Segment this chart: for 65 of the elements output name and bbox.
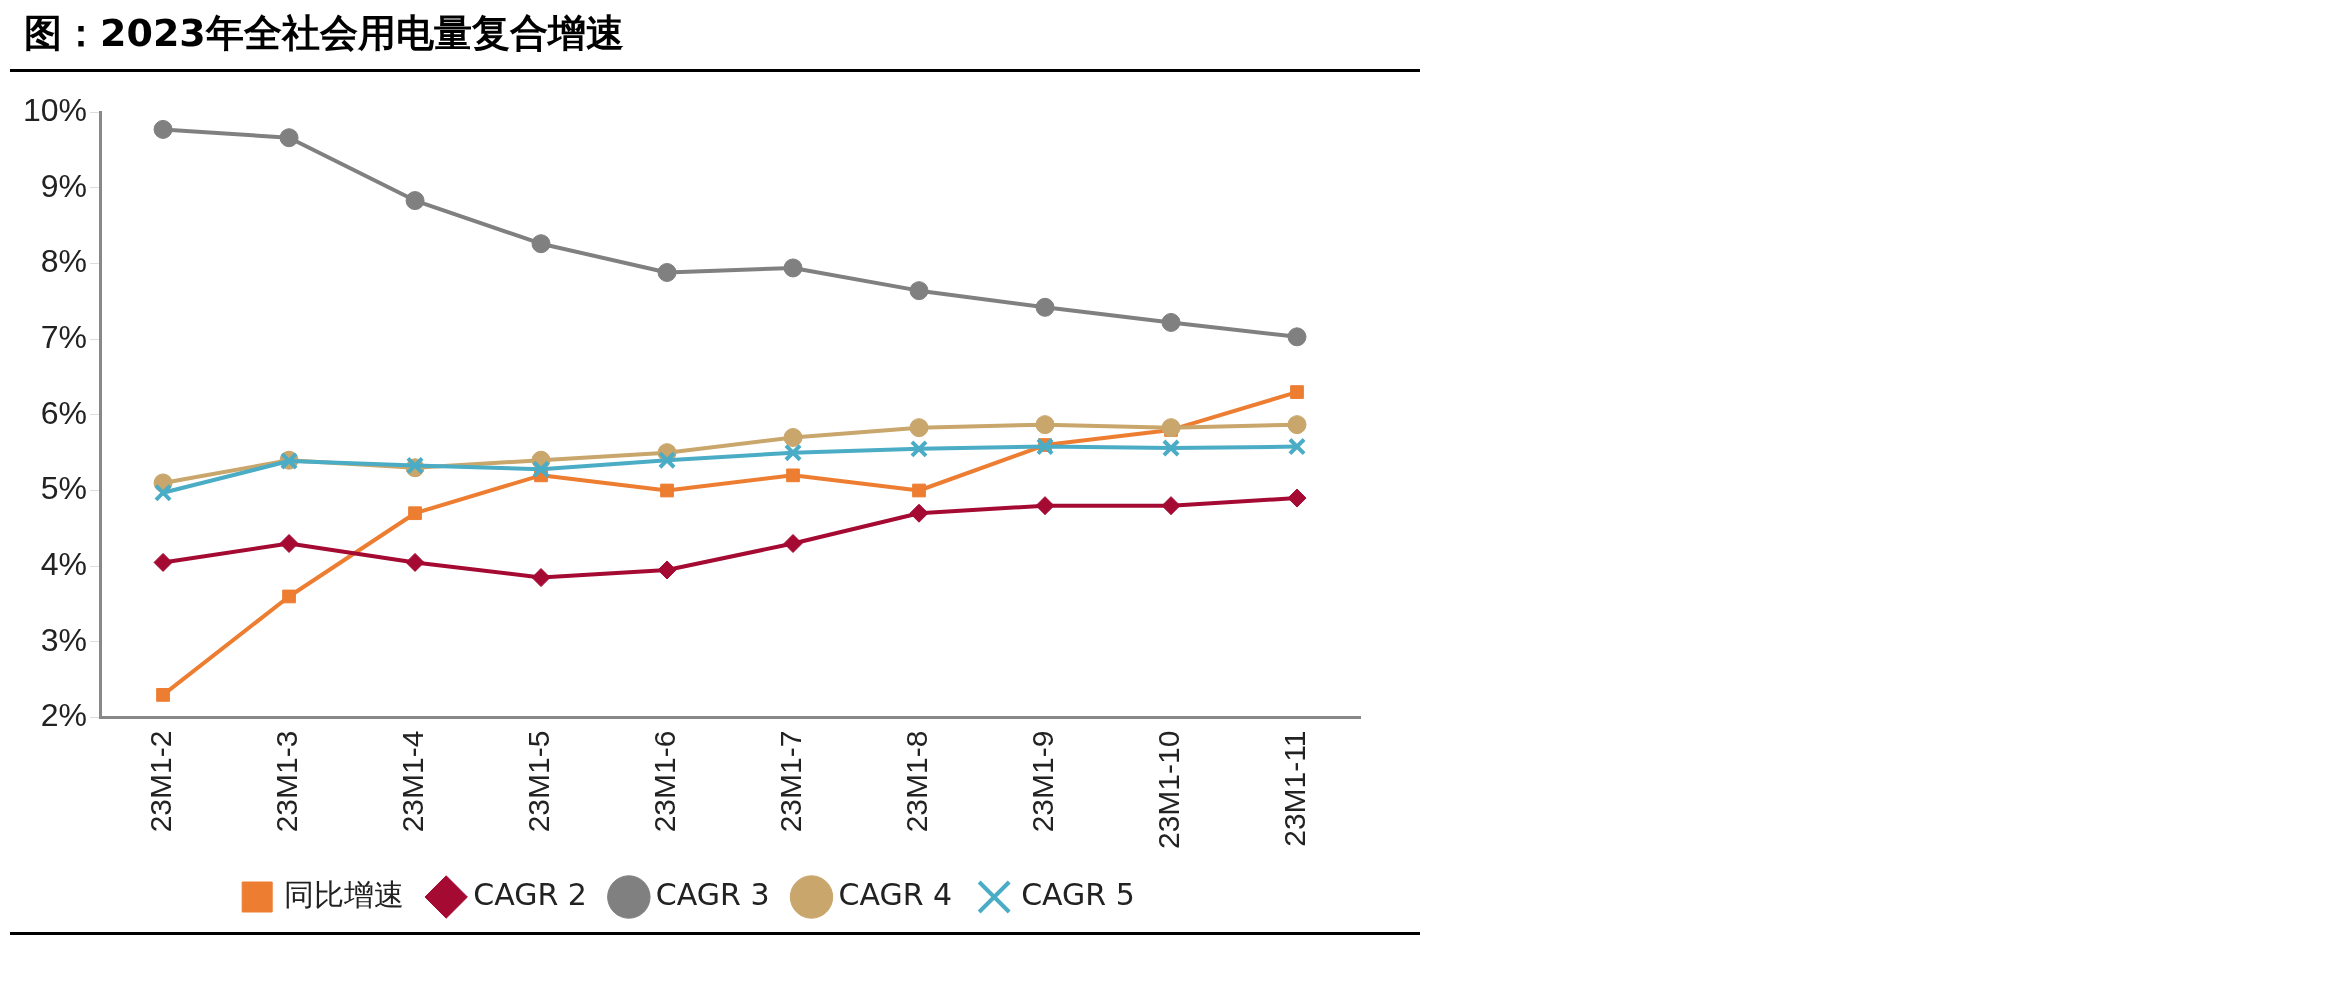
point [1287,488,1307,508]
point [783,258,803,278]
chart-title: 图：2023年全社会用电量复合增速 [10,0,1420,72]
point [657,262,677,282]
legend-label: CAGR 4 [838,876,953,912]
point [405,191,425,211]
point [657,451,677,470]
x-tick-label: 23M1-2 [144,730,178,833]
point [405,552,425,572]
point [783,428,803,448]
point [909,503,929,523]
x-tick-label: 23M1-3 [270,730,304,833]
point [153,119,173,139]
y-tick-label: 7% [40,318,88,355]
point [783,533,803,553]
point [786,468,800,483]
point [783,443,803,462]
y-tick-label: 10% [23,91,88,128]
y-tick-label: 3% [40,621,88,658]
point [408,506,422,521]
x-tick-label: 23M1-9 [1026,730,1060,833]
point [531,234,551,254]
point [156,688,170,702]
legend-label: CAGR 2 [473,876,587,912]
point [1035,415,1055,435]
point [531,460,551,479]
y-tick-label: 6% [40,394,88,431]
point [153,483,173,502]
x-tick-label: 23M1-6 [648,730,682,833]
point [912,483,926,498]
point [1035,496,1055,516]
point [531,568,551,588]
legend-label: CAGR 5 [1021,876,1135,912]
point [909,281,929,301]
point [1287,415,1307,435]
point [153,552,173,572]
x-tick-label: 23M1-7 [774,730,808,833]
x-tick-label: 23M1-5 [522,730,556,833]
x-tick-label: 23M1-8 [900,730,934,833]
point [1035,437,1055,456]
y-tick-label: 4% [40,546,88,583]
x-tick-label: 23M1-10 [1152,730,1186,849]
point [1035,297,1055,317]
y-tick-label: 5% [40,470,88,507]
point [1287,437,1307,456]
point [1161,418,1181,438]
legend-label: CAGR 3 [655,876,770,912]
y-tick-label: 9% [40,167,88,204]
point [1161,439,1181,458]
point [1161,312,1181,332]
point [279,533,299,553]
y-tick-label: 8% [40,243,88,280]
point [282,589,296,604]
x-tick-label: 23M1-4 [396,730,430,833]
point [1161,496,1181,516]
legend-label: 同比增速 [284,876,405,912]
point [1287,327,1307,347]
point [909,439,929,458]
x-tick-label: 23M1-11 [1278,730,1312,847]
point [279,128,299,148]
point [909,418,929,438]
point [660,483,674,498]
point [1290,385,1304,399]
point [657,560,677,580]
y-tick-label: 2% [40,697,88,734]
